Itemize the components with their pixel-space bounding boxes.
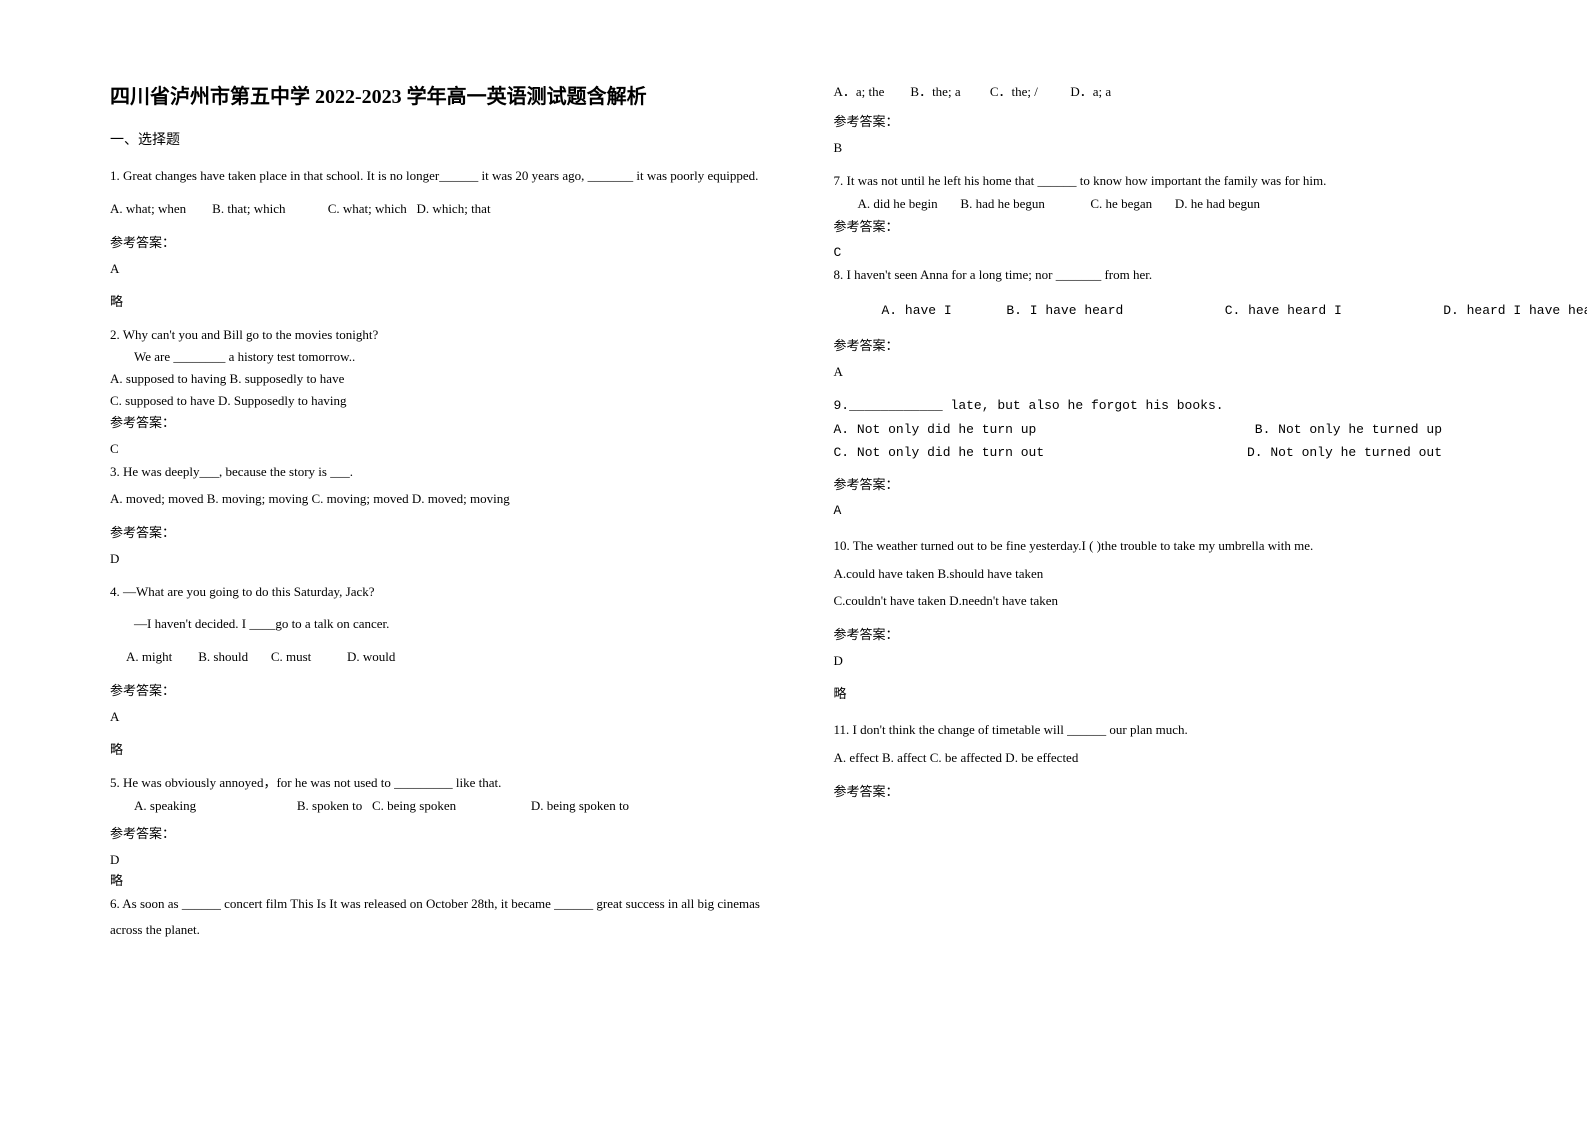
answer-label: 参考答案： [834, 781, 1498, 800]
q2-optA: A. supposed to having B. supposedly to h… [110, 368, 774, 390]
q10-optC: C.couldn't have taken D.needn't have tak… [834, 587, 1498, 614]
question-11: 11. I don't think the change of timetabl… [834, 716, 1498, 771]
question-7: 7. It was not until he left his home tha… [834, 170, 1498, 217]
q4-opts: A. might B. should C. must D. would [110, 645, 774, 670]
q4-stem1: 4. —What are you going to do this Saturd… [110, 581, 774, 603]
q5-opts: A. speaking B. spoken to C. being spoken… [110, 794, 774, 819]
section-header: 一、选择题 [110, 129, 774, 149]
question-4: 4. —What are you going to do this Saturd… [110, 581, 774, 670]
question-2: 2. Why can't you and Bill go to the movi… [110, 324, 774, 412]
q9-optC: C. Not only did he turn out D. Not only … [834, 441, 1498, 464]
answer-label: 参考答案： [110, 232, 774, 251]
question-6: 6. As soon as ______ concert film This I… [110, 891, 774, 943]
q2-stem1: 2. Why can't you and Bill go to the movi… [110, 324, 774, 346]
q11-opts: A. effect B. affect C. be affected D. be… [834, 744, 1498, 771]
question-8: 8. I haven't seen Anna for a long time; … [834, 264, 1498, 286]
q5-answer: D [110, 852, 774, 868]
q10-omit: 略 [834, 683, 1498, 702]
q10-answer: D [834, 653, 1498, 669]
question-10: 10. The weather turned out to be fine ye… [834, 532, 1498, 614]
question-3: 3. He was deeply___, because the story i… [110, 461, 774, 483]
q9-optA: A. Not only did he turn up B. Not only h… [834, 418, 1498, 441]
q4-omit: 略 [110, 739, 774, 758]
q8-stem: 8. I haven't seen Anna for a long time; … [834, 264, 1498, 286]
right-column: A．a; the B．the; a C．the; / D．a; a 参考答案： … [834, 80, 1498, 953]
q8-optA: A. have I B. I have heard C. have heard … [834, 297, 1498, 326]
answer-label: 参考答案： [110, 680, 774, 699]
answer-label: 参考答案： [834, 624, 1498, 643]
q7-stem: 7. It was not until he left his home tha… [834, 170, 1498, 192]
q3-options: A. moved; moved B. moving; moving C. mov… [110, 487, 774, 512]
answer-label: 参考答案： [834, 216, 1498, 235]
q9-stem: 9.____________ late, but also he forgot … [834, 394, 1498, 417]
q4-answer: A [110, 709, 774, 725]
q8-optA-text: A. have I B. I have heard C. have heard … [882, 303, 1587, 318]
q10-optA: A.could have taken B.should have taken [834, 560, 1498, 587]
page-columns: 四川省泸州市第五中学 2022-2023 学年高一英语测试题含解析 一、选择题 … [110, 80, 1497, 953]
q4-stem2: —I haven't decided. I ____go to a talk o… [110, 613, 774, 635]
answer-label: 参考答案： [110, 522, 774, 541]
q9-answer: A [834, 503, 1498, 518]
q11-stem: 11. I don't think the change of timetabl… [834, 716, 1498, 743]
q5-stem: 5. He was obviously annoyed，for he was n… [110, 772, 774, 794]
q10-stem: 10. The weather turned out to be fine ye… [834, 532, 1498, 559]
page-title: 四川省泸州市第五中学 2022-2023 学年高一英语测试题含解析 [110, 80, 774, 109]
q5-omit: 略 [110, 870, 774, 889]
question-1: 1. Great changes have taken place in tha… [110, 165, 774, 187]
q1-answer: A [110, 261, 774, 277]
q6-options: A．a; the B．the; a C．the; / D．a; a [834, 80, 1498, 105]
answer-label: 参考答案： [110, 412, 774, 431]
q7-answer: C [834, 245, 1498, 260]
q1-omit: 略 [110, 291, 774, 310]
q2-optC: C. supposed to have D. Supposedly to hav… [110, 390, 774, 412]
q2-stem2: We are ________ a history test tomorrow.… [110, 346, 774, 368]
q6-answer: B [834, 140, 1498, 156]
answer-label: 参考答案： [834, 111, 1498, 130]
answer-label: 参考答案： [834, 474, 1498, 493]
q3-stem: 3. He was deeply___, because the story i… [110, 461, 774, 483]
answer-label: 参考答案： [834, 335, 1498, 354]
q8-answer: A [834, 364, 1498, 380]
answer-label: 参考答案： [110, 823, 774, 842]
q2-answer: C [110, 441, 774, 457]
q1-options: A. what; when B. that; which C. what; wh… [110, 197, 774, 222]
q7-opts: A. did he begin B. had he begun C. he be… [834, 192, 1498, 217]
left-column: 四川省泸州市第五中学 2022-2023 学年高一英语测试题含解析 一、选择题 … [110, 80, 774, 953]
question-5: 5. He was obviously annoyed，for he was n… [110, 772, 774, 819]
q3-answer: D [110, 551, 774, 567]
q6-stem: 6. As soon as ______ concert film This I… [110, 891, 774, 943]
question-9: 9.____________ late, but also he forgot … [834, 394, 1498, 464]
q1-stem: 1. Great changes have taken place in tha… [110, 165, 774, 187]
